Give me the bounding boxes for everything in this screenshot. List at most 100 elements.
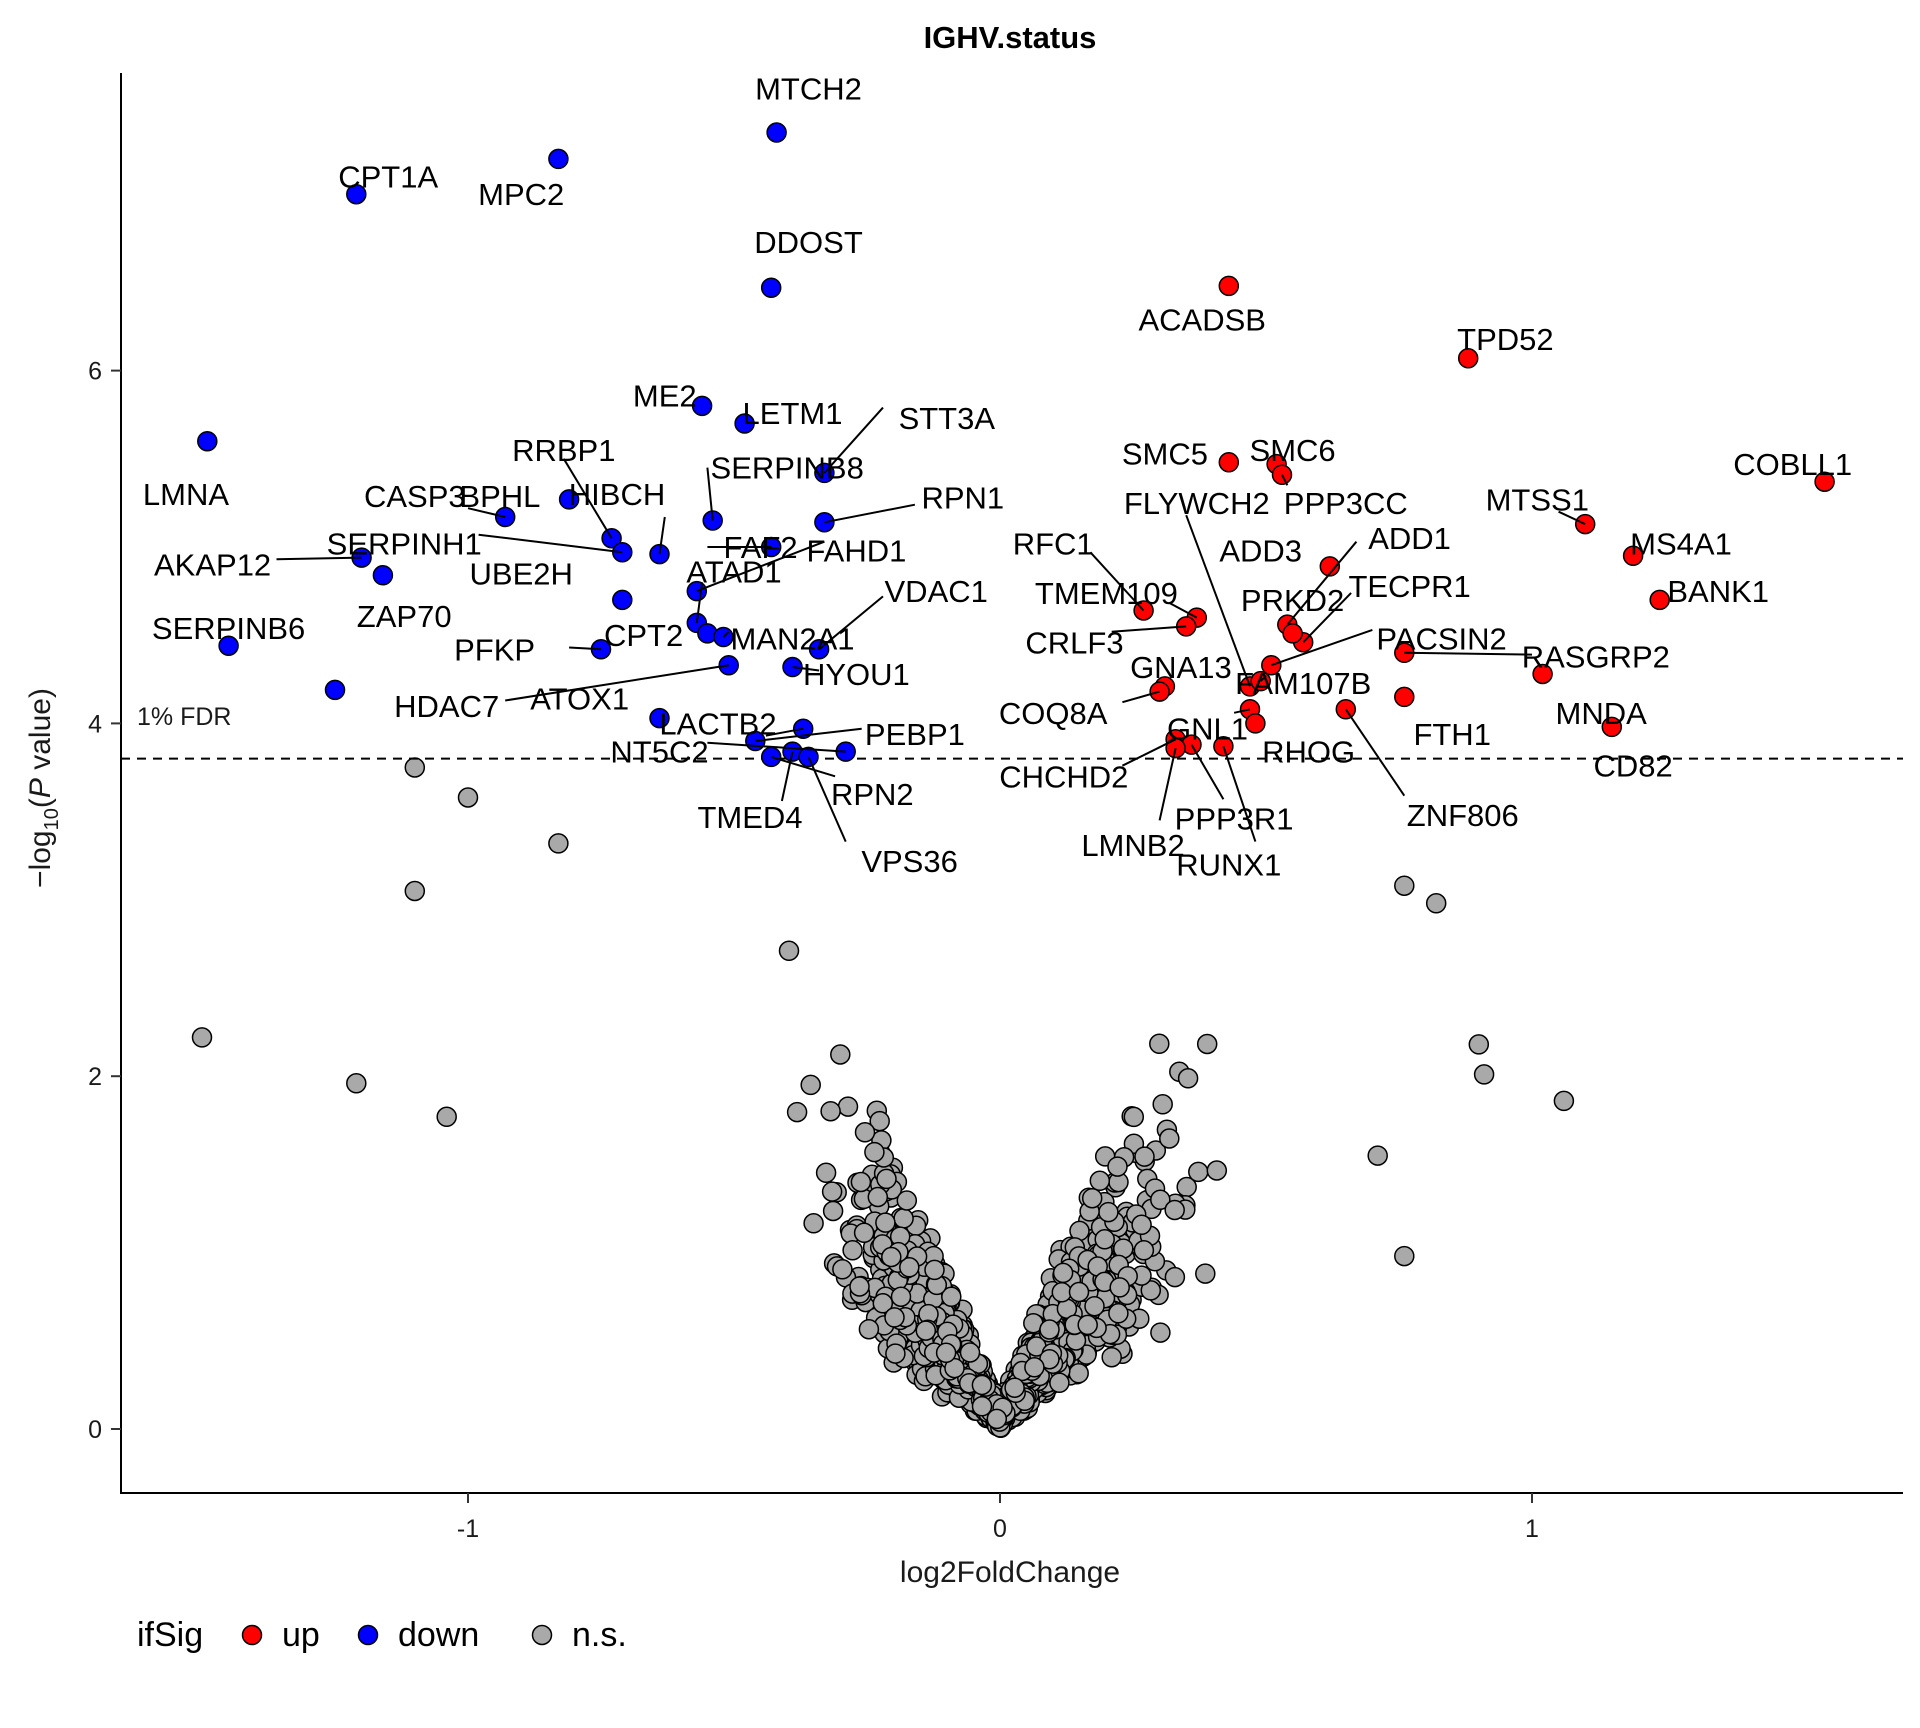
label-rrbp1: RRBP1 bbox=[512, 433, 615, 468]
ns-point bbox=[1196, 1033, 1218, 1055]
y-tick-label: 2 bbox=[88, 1063, 102, 1091]
point-add3 bbox=[1319, 556, 1341, 577]
threshold-label: 1% FDR bbox=[137, 703, 231, 731]
label-coq8a: COQ8A bbox=[999, 696, 1108, 731]
label-nt5c2: NT5C2 bbox=[610, 735, 708, 770]
label-znf806: ZNF806 bbox=[1407, 798, 1519, 833]
ns-point bbox=[854, 1122, 876, 1143]
ns-point bbox=[1101, 1346, 1122, 1368]
label-lmna: LMNA bbox=[143, 477, 229, 512]
point-ube2h bbox=[612, 589, 633, 611]
point-flnb bbox=[324, 679, 346, 701]
leader-pacsin2 bbox=[1270, 628, 1373, 667]
label-pfkp: PFKP bbox=[454, 632, 535, 667]
ns-point bbox=[869, 1110, 890, 1132]
leader-coq8a bbox=[1122, 690, 1160, 704]
ns-point bbox=[436, 1106, 457, 1128]
point-atox1 bbox=[649, 707, 670, 729]
ns-point bbox=[1089, 1170, 1111, 1192]
label-fahd1: FAHD1 bbox=[806, 534, 906, 569]
y-axis-title-suffix: value) bbox=[24, 688, 57, 778]
ns-point bbox=[1068, 1363, 1089, 1384]
label-acadsb: ACADSB bbox=[1138, 302, 1265, 337]
ns-point bbox=[803, 1213, 824, 1234]
ns-point bbox=[346, 1073, 367, 1094]
label-serpinb6: SERPINB6 bbox=[152, 611, 305, 646]
ns-point bbox=[924, 1259, 945, 1281]
plot-area: MTCH2 CPT1A MPC2 DDOST ACADSB TPD52 ME2 LETM1 ST… bbox=[121, 71, 1903, 1438]
ns-point bbox=[1553, 1090, 1575, 1112]
point-ms4a1 bbox=[1622, 545, 1644, 567]
leader-mtss1 bbox=[1558, 510, 1586, 526]
ns-point bbox=[915, 1320, 937, 1341]
leader-pebp1 bbox=[755, 727, 862, 742]
ns-point bbox=[890, 1286, 912, 1307]
leader-man2a1 bbox=[722, 630, 730, 638]
x-tick-label: 0 bbox=[993, 1515, 1007, 1543]
ns-point bbox=[1152, 1094, 1173, 1115]
label-tpd52: TPD52 bbox=[1457, 322, 1553, 357]
leader-tmed4 bbox=[780, 751, 794, 802]
label-man2a1: MAN2A1 bbox=[730, 622, 854, 657]
point-smc5 bbox=[1218, 452, 1240, 473]
ns-point bbox=[1150, 1322, 1171, 1343]
ns-point bbox=[1068, 1281, 1090, 1303]
label-stt3a: STT3A bbox=[899, 401, 996, 436]
label-lactb2: LACTB2 bbox=[659, 706, 776, 741]
ns-point bbox=[1367, 1145, 1388, 1166]
ns-point bbox=[893, 1208, 914, 1229]
label-hyou1: HYOU1 bbox=[803, 657, 910, 692]
ns-point bbox=[1107, 1156, 1128, 1177]
legend-label: down bbox=[398, 1616, 479, 1654]
label-crlf3: CRLF3 bbox=[1025, 625, 1123, 660]
label-casp3: CASP3 bbox=[364, 479, 466, 514]
label-smc5: SMC5 bbox=[1122, 437, 1208, 472]
ns-point bbox=[1149, 1033, 1170, 1055]
leader-serpinh1 bbox=[478, 533, 623, 554]
label-ppp3r1: PPP3R1 bbox=[1175, 802, 1294, 837]
label-prkd2: PRKD2 bbox=[1241, 583, 1344, 618]
label-tecpr1: TECPR1 bbox=[1348, 569, 1470, 604]
x-tick-label: -1 bbox=[457, 1515, 479, 1543]
ns-point bbox=[786, 1101, 808, 1123]
axis-ticks: -1 0 1 0 2 4 6 bbox=[88, 358, 1539, 1543]
ns-point bbox=[1140, 1280, 1162, 1301]
leader-lactb2 bbox=[765, 727, 804, 737]
label-serpinh1: SERPINH1 bbox=[327, 527, 482, 562]
leader-znf806 bbox=[1344, 708, 1406, 797]
label-rpn2: RPN2 bbox=[831, 777, 914, 812]
leader-hibch bbox=[658, 516, 666, 555]
label-add1: ADD1 bbox=[1368, 521, 1451, 556]
y-axis-title-prefix: −log bbox=[24, 830, 57, 888]
ns-point bbox=[971, 1396, 993, 1417]
label-mtss1: MTSS1 bbox=[1486, 482, 1589, 517]
label-rhog: RHOG bbox=[1262, 735, 1355, 770]
ns-point bbox=[850, 1171, 872, 1193]
leader-atad1 bbox=[695, 582, 704, 624]
label-hibch: HIBCH bbox=[569, 477, 665, 512]
label-ppp3cc: PPP3CC bbox=[1284, 486, 1408, 521]
label-tmed4: TMED4 bbox=[697, 800, 802, 835]
chart-title: IGHV.status bbox=[924, 20, 1097, 55]
ns-point bbox=[830, 1044, 851, 1065]
leader-rrbp1 bbox=[562, 458, 613, 539]
leader-serpinb8 bbox=[706, 467, 714, 521]
ns-point bbox=[896, 1190, 918, 1211]
leader-pfkp bbox=[569, 646, 602, 651]
leader-ppp3r1 bbox=[1190, 744, 1225, 800]
ns-point bbox=[1195, 1263, 1216, 1284]
label-zap70: ZAP70 bbox=[357, 599, 452, 634]
point-fth1 bbox=[1394, 686, 1415, 708]
leader-vps36 bbox=[807, 756, 847, 843]
ns-point bbox=[1188, 1161, 1209, 1183]
leader-hyou1 bbox=[792, 666, 820, 672]
ns-point bbox=[899, 1257, 920, 1278]
ns-point bbox=[1134, 1146, 1155, 1167]
label-flywch2: FLYWCH2 bbox=[1124, 486, 1270, 521]
label-mpc2: MPC2 bbox=[478, 177, 564, 212]
ns-point bbox=[858, 1318, 880, 1340]
ns-point bbox=[821, 1181, 843, 1202]
label-runx1: RUNX1 bbox=[1176, 848, 1281, 883]
label-atox1: ATOX1 bbox=[530, 682, 629, 717]
